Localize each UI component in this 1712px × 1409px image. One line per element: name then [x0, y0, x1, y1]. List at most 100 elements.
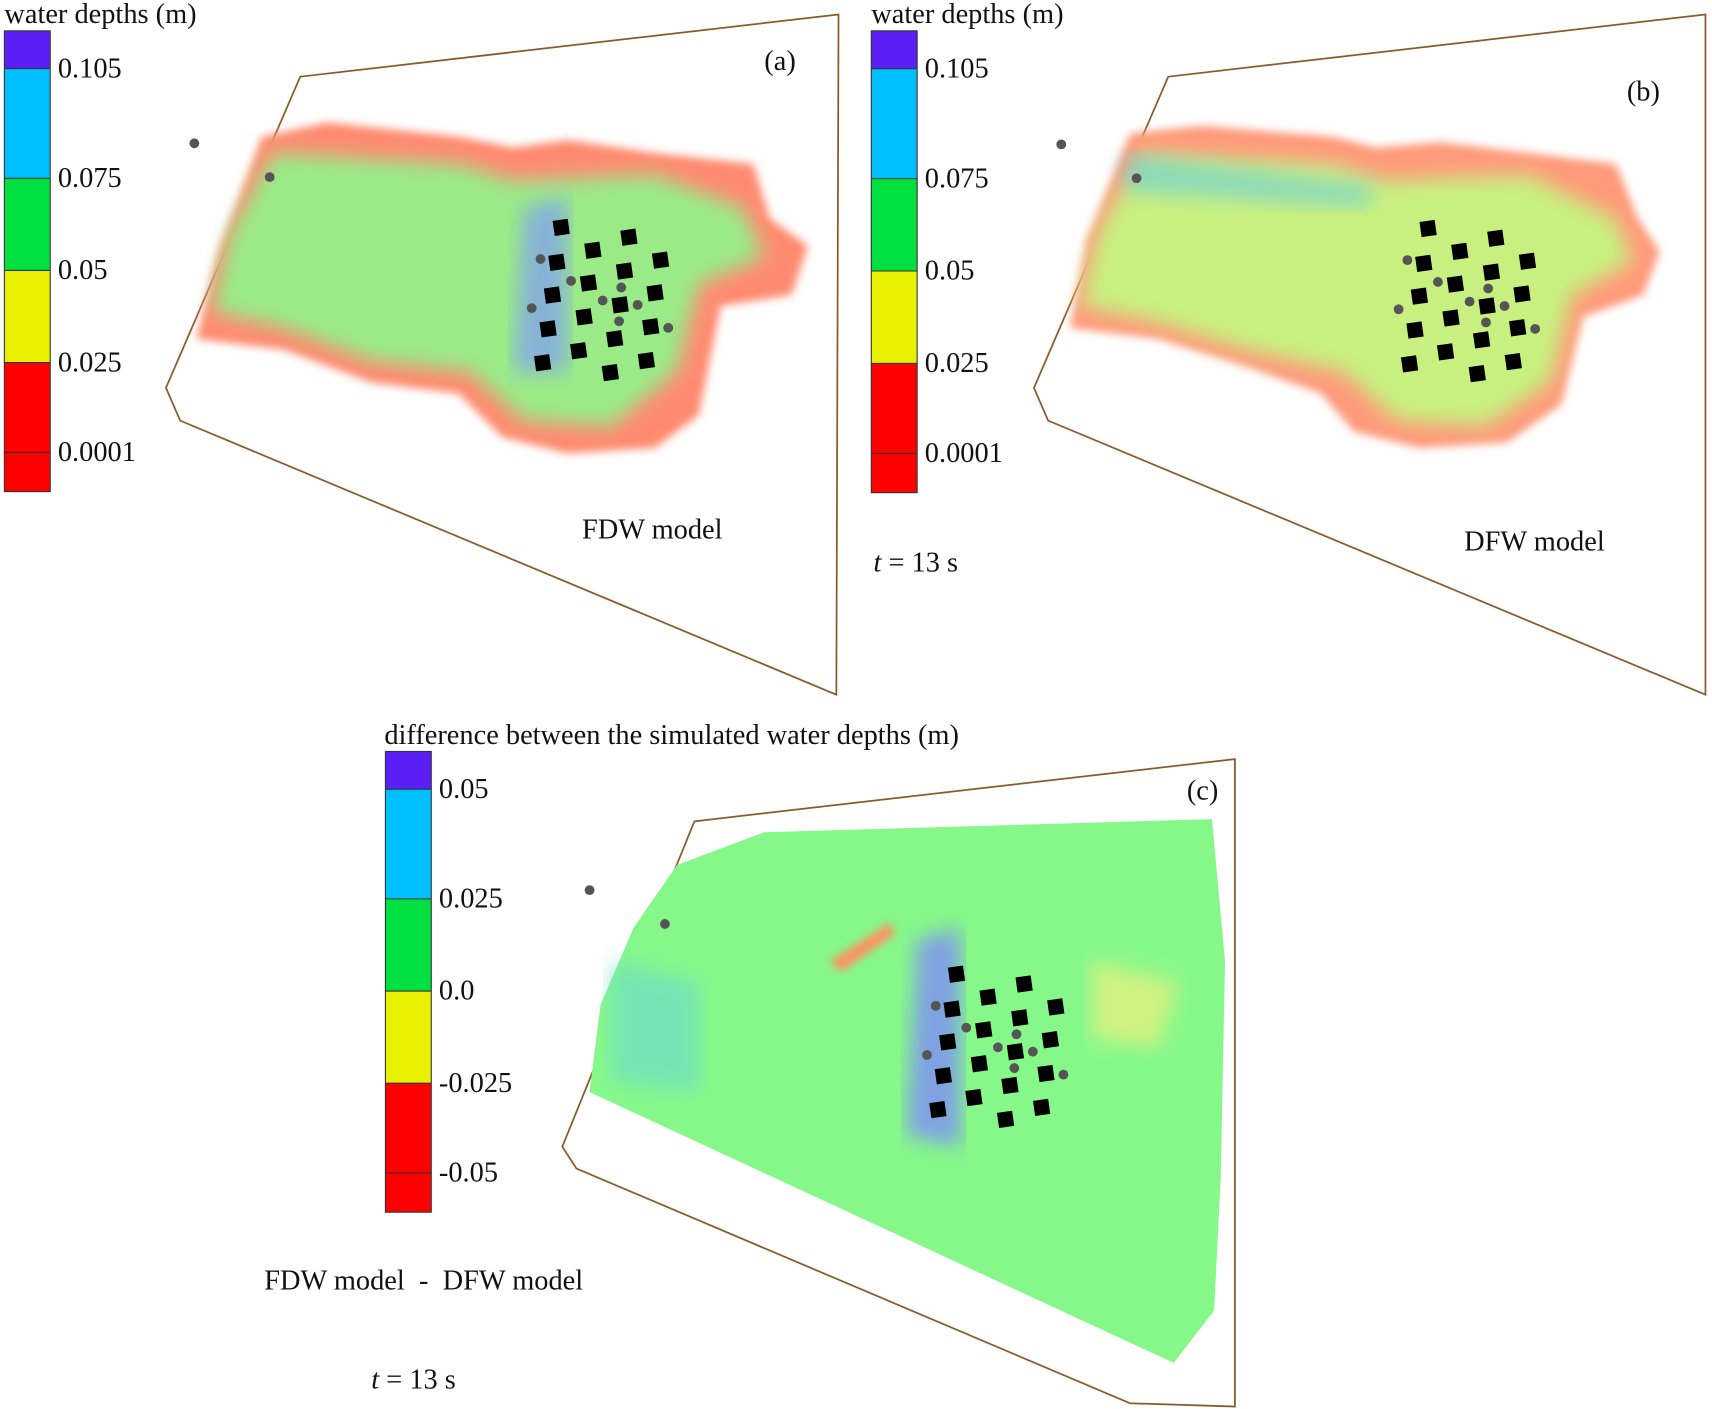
gauge-point	[597, 295, 608, 306]
obstacle-block	[1478, 297, 1496, 315]
obstacle-block	[646, 284, 664, 302]
colorbar-tick-label: -0.05	[439, 1158, 498, 1189]
obstacle-block	[1509, 319, 1527, 337]
labels: water depths (m) (a) FDW model water dep…	[4, 0, 1660, 1395]
obstacle-block	[1001, 1076, 1019, 1095]
time-label: t = 13 s	[873, 547, 958, 578]
gauge-point	[1464, 296, 1475, 307]
obstacle-block	[584, 241, 602, 259]
obstacle-block	[543, 286, 562, 304]
colorbar-tick-label: 0.025	[58, 347, 122, 378]
time-label: t = 13 s	[371, 1364, 456, 1395]
obstacle-block	[1410, 287, 1429, 305]
colorbar: 0.105 0.075 0.05 0.025 0.0001	[870, 30, 1003, 494]
obstacle-block	[1032, 1098, 1051, 1117]
gauge-point	[616, 282, 627, 293]
colorbar-tick-label: 0.075	[925, 163, 989, 194]
obstacle-block	[1513, 285, 1531, 303]
obstacle-block	[1446, 275, 1465, 293]
colorbar-segment	[4, 68, 51, 179]
obstacle-block	[1006, 1043, 1025, 1061]
panel-c	[561, 758, 1236, 1408]
colorbar-segment	[385, 991, 432, 1084]
gauge-point	[1056, 139, 1067, 150]
obstacle-block	[979, 988, 997, 1006]
panel-label: (c)	[1187, 775, 1219, 806]
obstacle-block	[548, 253, 566, 271]
gauge-point	[632, 299, 643, 310]
obstacle-block	[575, 308, 593, 326]
obstacle-block	[1406, 321, 1424, 339]
model-label: FDW model - DFW model	[264, 1266, 583, 1297]
colorbar-tick-label: 0.0001	[925, 438, 1003, 469]
obstacle-block	[601, 363, 619, 382]
colorbar-segment	[4, 362, 51, 492]
obstacle-block	[1487, 229, 1505, 247]
colorbar-tick-label: 0.075	[58, 163, 122, 194]
panel-label: (b)	[1627, 77, 1660, 108]
colorbar-tick-label: 0.0001	[58, 437, 136, 468]
deep-zone	[1124, 153, 1376, 208]
colorbar-segment	[871, 178, 918, 271]
diff-zone	[611, 961, 699, 1093]
gauge-point	[930, 1000, 941, 1011]
gauge-point	[584, 885, 595, 896]
obstacle-block	[1442, 309, 1460, 327]
obstacle-block	[539, 320, 557, 338]
colorbar-segment	[4, 270, 51, 363]
colorbar-tick-label: 0.05	[925, 256, 975, 287]
obstacle-block	[651, 251, 670, 269]
obstacles	[189, 138, 674, 382]
gauge-point	[1131, 173, 1142, 184]
gauge-point	[1433, 277, 1443, 287]
gauge-point	[961, 1022, 972, 1033]
colorbar-tick-label: 0.0	[439, 976, 474, 1007]
time-value: = 13 s	[386, 1364, 456, 1395]
colorbar-tick-label: 0.05	[439, 774, 489, 805]
obstacle-block	[947, 965, 966, 983]
difference-area	[589, 819, 1226, 1363]
gauge-point	[1483, 283, 1494, 294]
time-variable: t	[371, 1364, 380, 1395]
panel-b	[1033, 13, 1707, 696]
obstacle-block	[1472, 331, 1491, 349]
colorbar-segment	[4, 178, 51, 271]
gauge-point	[1402, 255, 1413, 266]
obstacle-block	[1415, 254, 1433, 273]
gauge-point	[264, 172, 275, 183]
colorbar-tick-label: -0.025	[439, 1068, 512, 1099]
domain-boundary	[1033, 13, 1707, 696]
colorbar-title: water depths (m)	[871, 0, 1063, 30]
water-interior	[212, 153, 765, 427]
colorbar-tick-label: 0.105	[925, 53, 989, 84]
colorbar-title: water depths (m)	[4, 0, 196, 30]
domain-boundary	[165, 13, 840, 696]
panel-a	[165, 13, 840, 696]
obstacle-block	[611, 296, 629, 314]
obstacle-block	[1468, 365, 1486, 383]
obstacles	[584, 885, 1069, 1129]
obstacle-block	[1400, 355, 1419, 373]
obstacle-block	[1451, 242, 1469, 261]
obstacle-block	[1011, 1009, 1029, 1027]
gauge-point	[1027, 1046, 1038, 1057]
gauge-point	[993, 1042, 1003, 1053]
obstacle-block	[996, 1110, 1015, 1129]
colorbar-tick-label: 0.025	[925, 348, 989, 379]
water-interior	[1080, 153, 1633, 427]
obstacle-block	[965, 1088, 983, 1107]
time-variable: t	[873, 547, 882, 578]
colorbar-segment	[871, 270, 918, 364]
obstacle-block	[1419, 219, 1437, 238]
colorbar-segment	[385, 789, 432, 899]
domain-boundary	[561, 758, 1236, 1408]
obstacle-block	[620, 228, 638, 246]
colorbar-segment	[4, 30, 51, 69]
gauge-point	[660, 919, 670, 929]
colorbar-segment	[871, 30, 918, 69]
obstacle-block	[615, 262, 634, 280]
gauge-point	[614, 316, 624, 327]
obstacle-block	[637, 351, 655, 370]
